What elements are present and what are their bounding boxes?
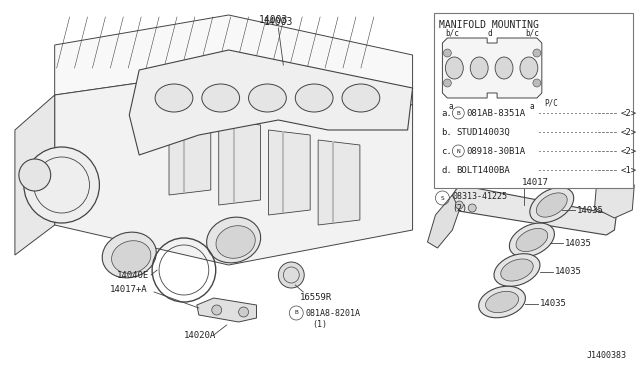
Ellipse shape — [102, 232, 156, 278]
Text: BOLT1400BA: BOLT1400BA — [456, 166, 510, 174]
Circle shape — [533, 79, 541, 87]
Text: 081A8-8201A: 081A8-8201A — [305, 308, 360, 317]
Ellipse shape — [445, 57, 463, 79]
Ellipse shape — [536, 193, 567, 217]
Ellipse shape — [470, 57, 488, 79]
Ellipse shape — [111, 241, 151, 273]
Text: a: a — [529, 102, 534, 110]
Ellipse shape — [155, 84, 193, 112]
Text: S: S — [440, 196, 444, 201]
Text: 14040E: 14040E — [117, 270, 150, 279]
Ellipse shape — [295, 84, 333, 112]
Text: 08918-30B1A: 08918-30B1A — [467, 147, 525, 155]
Ellipse shape — [509, 223, 554, 257]
Text: J1400383: J1400383 — [586, 351, 627, 360]
Text: 16559R: 16559R — [300, 292, 333, 301]
Ellipse shape — [494, 254, 540, 286]
Text: 08313-41225: 08313-41225 — [452, 192, 508, 201]
Polygon shape — [318, 140, 360, 225]
Text: 14017: 14017 — [522, 177, 549, 186]
Text: a: a — [448, 102, 452, 110]
Circle shape — [533, 49, 541, 57]
Text: 14035: 14035 — [540, 299, 566, 308]
Circle shape — [24, 147, 99, 223]
Circle shape — [19, 159, 51, 191]
Ellipse shape — [216, 226, 255, 258]
Ellipse shape — [495, 57, 513, 79]
Text: <2>: <2> — [620, 147, 637, 155]
Polygon shape — [442, 38, 542, 98]
Text: <1>: <1> — [620, 166, 637, 174]
Ellipse shape — [207, 217, 260, 263]
Circle shape — [239, 307, 248, 317]
Ellipse shape — [530, 187, 573, 223]
Ellipse shape — [202, 84, 239, 112]
Text: c.: c. — [442, 147, 452, 155]
Text: d.: d. — [442, 166, 452, 174]
Bar — [435, 13, 634, 188]
Polygon shape — [169, 110, 211, 195]
Text: 14003: 14003 — [264, 17, 293, 27]
Circle shape — [278, 262, 304, 288]
Polygon shape — [268, 130, 310, 215]
Polygon shape — [595, 175, 634, 218]
Polygon shape — [15, 95, 54, 255]
Text: 14017+A: 14017+A — [109, 285, 147, 295]
Text: b.: b. — [442, 128, 452, 137]
Text: 14020A: 14020A — [184, 330, 216, 340]
Ellipse shape — [248, 84, 286, 112]
Text: 081AB-8351A: 081AB-8351A — [467, 109, 525, 118]
Ellipse shape — [516, 228, 548, 251]
Text: <2>: <2> — [620, 128, 637, 137]
Circle shape — [455, 201, 463, 209]
Ellipse shape — [479, 286, 525, 318]
Text: b/c: b/c — [525, 29, 539, 38]
Polygon shape — [219, 120, 260, 205]
Polygon shape — [428, 195, 460, 248]
Text: STUD14003Q: STUD14003Q — [456, 128, 510, 137]
Circle shape — [468, 204, 476, 212]
Circle shape — [444, 79, 451, 87]
Text: 14003: 14003 — [259, 15, 288, 25]
Polygon shape — [129, 50, 413, 155]
Ellipse shape — [342, 84, 380, 112]
Text: N: N — [456, 148, 460, 154]
Text: d: d — [488, 29, 492, 38]
Text: (1): (1) — [312, 321, 327, 330]
Polygon shape — [197, 298, 257, 322]
Text: <2>: <2> — [620, 109, 637, 118]
Ellipse shape — [486, 291, 518, 312]
Text: 14035: 14035 — [564, 238, 591, 247]
Text: P/C: P/C — [544, 99, 557, 108]
Polygon shape — [54, 70, 413, 265]
Text: (2): (2) — [452, 203, 467, 212]
Ellipse shape — [520, 57, 538, 79]
Ellipse shape — [500, 259, 533, 281]
Text: b/c: b/c — [445, 29, 460, 38]
Text: 14035: 14035 — [555, 267, 582, 276]
Circle shape — [212, 305, 221, 315]
Circle shape — [444, 49, 451, 57]
Text: a.: a. — [442, 109, 452, 118]
Polygon shape — [54, 15, 413, 105]
Polygon shape — [452, 185, 616, 235]
Text: 14035: 14035 — [577, 205, 604, 215]
Text: MANIFOLD MOUNTING: MANIFOLD MOUNTING — [440, 20, 540, 30]
Text: B: B — [456, 110, 460, 115]
Text: B: B — [294, 311, 298, 315]
